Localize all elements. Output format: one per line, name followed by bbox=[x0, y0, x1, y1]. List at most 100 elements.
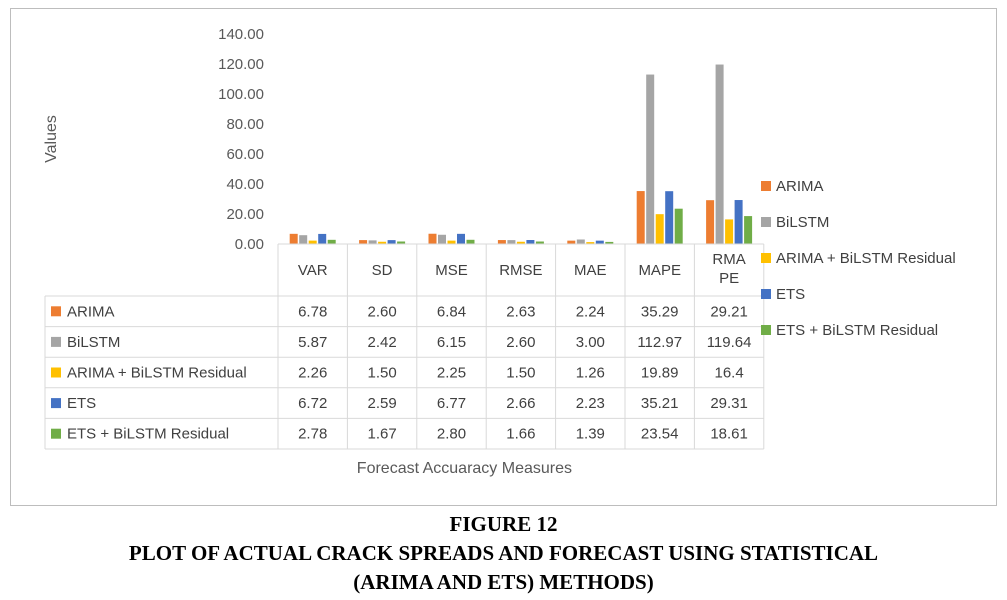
data-label: 6.15 bbox=[437, 334, 466, 351]
category-label: MAE bbox=[574, 262, 607, 279]
data-label: 2.60 bbox=[367, 303, 396, 320]
legend-label: ARIMA bbox=[776, 178, 824, 195]
y-tick-label: 20.00 bbox=[226, 206, 264, 223]
data-label: 3.00 bbox=[576, 334, 605, 351]
chart: 0.00 20.00 40.00 60.00 80.00 100.00 120.00 140.… bbox=[43, 26, 956, 477]
data-label: 119.64 bbox=[707, 334, 752, 351]
bar bbox=[715, 64, 724, 244]
figure-title-line-2: (ARIMA AND ETS) METHODS) bbox=[353, 570, 654, 594]
data-label: 2.80 bbox=[437, 426, 466, 443]
y-tick-label: 80.00 bbox=[226, 116, 264, 133]
data-label: 5.87 bbox=[298, 334, 327, 351]
table-legend-key bbox=[51, 428, 61, 439]
data-label: 35.29 bbox=[641, 303, 679, 320]
table-legend-key bbox=[51, 306, 61, 317]
data-label: 2.25 bbox=[437, 365, 466, 382]
bar bbox=[526, 240, 535, 244]
data-label: 1.50 bbox=[506, 365, 535, 382]
data-label: 2.59 bbox=[367, 395, 396, 412]
category-label: SD bbox=[372, 262, 393, 279]
bar bbox=[734, 200, 743, 244]
category-label: MSE bbox=[435, 262, 468, 279]
table-series-name: ETS + BiLSTM Residual bbox=[67, 426, 229, 443]
data-label: 18.61 bbox=[710, 426, 748, 443]
bar bbox=[655, 214, 664, 244]
data-label: 29.31 bbox=[710, 395, 748, 412]
bar bbox=[646, 74, 655, 244]
data-label: 1.26 bbox=[576, 365, 605, 382]
data-label: 2.24 bbox=[576, 303, 605, 320]
bar bbox=[744, 216, 753, 244]
bar bbox=[368, 240, 377, 244]
table-legend-key bbox=[51, 336, 61, 347]
data-label: 6.78 bbox=[298, 303, 327, 320]
table-series-name: ARIMA bbox=[67, 303, 115, 320]
bar bbox=[586, 242, 595, 244]
bar bbox=[457, 233, 465, 244]
data-label: 6.84 bbox=[437, 303, 466, 320]
bar bbox=[497, 240, 506, 244]
table-legend-key bbox=[51, 398, 61, 409]
figure-number: FIGURE 12 bbox=[449, 512, 558, 536]
bar bbox=[535, 241, 544, 244]
table-series-name: ARIMA + BiLSTM Residual bbox=[67, 365, 247, 382]
category-label: PE bbox=[719, 270, 739, 287]
bar bbox=[706, 200, 715, 244]
data-label: 1.66 bbox=[506, 426, 535, 443]
data-label: 2.60 bbox=[506, 334, 535, 351]
legend-label: BiLSTM bbox=[776, 214, 829, 231]
data-label: 6.77 bbox=[437, 395, 466, 412]
data-label: 1.50 bbox=[367, 365, 396, 382]
bar bbox=[674, 208, 683, 244]
y-axis-title: Values bbox=[43, 115, 60, 163]
data-label: 35.21 bbox=[641, 395, 679, 412]
y-tick-label: 0.00 bbox=[235, 236, 264, 253]
y-tick-label: 60.00 bbox=[226, 146, 264, 163]
bar bbox=[605, 241, 614, 244]
data-label: 2.63 bbox=[506, 303, 535, 320]
table-legend-key bbox=[51, 367, 61, 378]
bar bbox=[447, 240, 456, 244]
bar bbox=[466, 239, 475, 244]
data-label: 2.78 bbox=[298, 426, 327, 443]
y-tick-label: 40.00 bbox=[226, 176, 264, 193]
bar bbox=[387, 240, 396, 244]
data-label: 2.66 bbox=[506, 395, 535, 412]
legend-swatch bbox=[761, 289, 771, 299]
bar bbox=[438, 234, 446, 244]
bar bbox=[428, 233, 437, 244]
bar bbox=[595, 240, 604, 244]
data-label: 112.97 bbox=[637, 334, 682, 351]
bar bbox=[289, 233, 298, 244]
legend-swatch bbox=[761, 217, 771, 227]
data-label: 2.42 bbox=[367, 334, 396, 351]
figure-title-line-1: PLOT OF ACTUAL CRACK SPREADS AND FORECAS… bbox=[128, 541, 879, 565]
y-tick-label: 100.00 bbox=[218, 86, 264, 103]
category-label: RMA bbox=[712, 251, 745, 268]
legend-label: ARIMA + BiLSTM Residual bbox=[776, 250, 956, 267]
data-label: 16.4 bbox=[714, 365, 743, 382]
category-label: RMSE bbox=[499, 262, 542, 279]
bar bbox=[567, 240, 576, 244]
bar bbox=[318, 233, 327, 244]
data-label: 19.89 bbox=[641, 365, 679, 382]
table-series-name: ETS bbox=[67, 395, 96, 412]
bar bbox=[327, 239, 336, 244]
category-label: MAPE bbox=[638, 262, 681, 279]
data-label: 1.39 bbox=[576, 426, 605, 443]
bar bbox=[308, 240, 317, 244]
data-label: 6.72 bbox=[298, 395, 327, 412]
bar bbox=[725, 219, 734, 244]
table-series-name: BiLSTM bbox=[67, 334, 120, 351]
bar bbox=[665, 191, 674, 244]
legend-label: ETS + BiLSTM Residual bbox=[776, 322, 938, 339]
bar bbox=[507, 240, 516, 244]
bar bbox=[378, 241, 387, 244]
data-label: 2.23 bbox=[576, 395, 605, 412]
bar bbox=[636, 191, 645, 244]
legend-label: ETS bbox=[776, 286, 805, 303]
y-tick-label: 120.00 bbox=[218, 56, 264, 73]
x-axis-title: Forecast Accuaracy Measures bbox=[357, 460, 572, 477]
data-label: 2.26 bbox=[298, 365, 327, 382]
chart-frame: 0.00 20.00 40.00 60.00 80.00 100.00 120.00 140.… bbox=[10, 8, 997, 506]
